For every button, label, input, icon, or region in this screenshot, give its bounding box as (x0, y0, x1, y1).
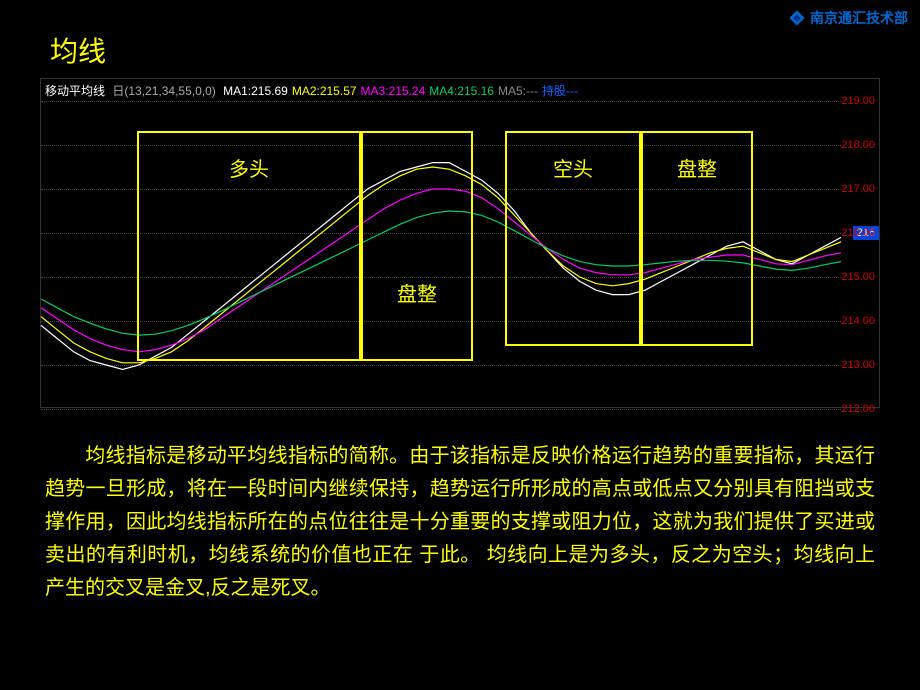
plot-area: 多头盘整空头盘整 216 (41, 101, 841, 409)
chart-legend: 移动平均线 日(13,21,34,55,0,0) MA1:215.69 MA2:2… (45, 82, 586, 99)
series-lines (41, 101, 841, 409)
legend-ma-item: MA1:215.69 (223, 84, 288, 98)
legend-params: 日(13,21,34,55,0,0) (112, 84, 215, 98)
y-axis: 212.00213.00214.00215.00216.00217.00218.… (839, 101, 877, 409)
legend-ma-item: MA2:215.57 (292, 84, 357, 98)
ytick-label: 218.00 (841, 139, 875, 151)
diamond-icon (788, 9, 806, 27)
description-text: 均线指标是移动平均线指标的简称。由于该指标是反映价格运行趋势的重要指标，其运行趋… (45, 440, 875, 605)
legend-ma-item: MA4:215.16 (429, 84, 494, 98)
legend-prefix: 移动平均线 (45, 84, 105, 98)
legend-ma-item: MA5:--- (498, 84, 538, 98)
ytick-label: 219.00 (841, 95, 875, 107)
description-content: 均线指标是移动平均线指标的简称。由于该指标是反映价格运行趋势的重要指标，其运行趋… (45, 445, 875, 599)
ytick-label: 216.00 (841, 227, 875, 239)
gridline (41, 409, 841, 410)
series-MA1 (41, 163, 841, 370)
legend-ma-item: MA3:215.24 (361, 84, 426, 98)
series-MA4 (41, 211, 841, 335)
ytick-label: 215.00 (841, 271, 875, 283)
ytick-label: 213.00 (841, 359, 875, 371)
ma-chart: 移动平均线 日(13,21,34,55,0,0) MA1:215.69 MA2:2… (40, 78, 880, 408)
org-logo: 南京通汇技术部 (788, 8, 908, 28)
legend-ma-item: 持股--- (542, 84, 578, 98)
ytick-label: 217.00 (841, 183, 875, 195)
org-name: 南京通汇技术部 (810, 8, 908, 28)
page-title: 均线 (50, 30, 106, 70)
series-MA3 (41, 189, 841, 352)
ytick-label: 214.00 (841, 315, 875, 327)
ytick-label: 212.00 (841, 403, 875, 415)
